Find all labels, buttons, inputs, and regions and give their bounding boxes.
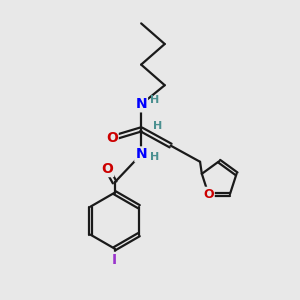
Text: H: H xyxy=(150,152,159,162)
Text: H: H xyxy=(150,95,159,105)
Text: O: O xyxy=(101,162,113,176)
Text: H: H xyxy=(153,121,162,131)
Text: N: N xyxy=(135,147,147,161)
Text: O: O xyxy=(203,188,214,201)
Text: O: O xyxy=(106,131,118,145)
Text: N: N xyxy=(135,98,147,111)
Text: I: I xyxy=(112,253,117,267)
